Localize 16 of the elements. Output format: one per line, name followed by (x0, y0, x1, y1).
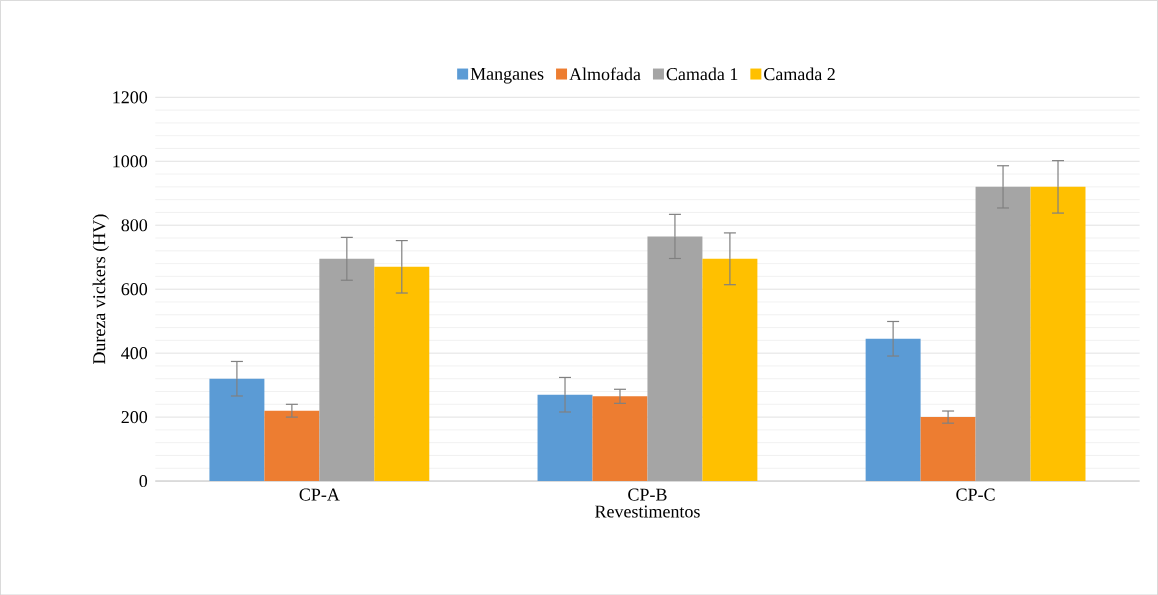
legend-label: Camada 1 (666, 67, 738, 81)
y-tick-label: 0 (139, 474, 148, 487)
y-tick-label: 200 (121, 410, 148, 423)
y-tick-label: 1000 (113, 155, 148, 168)
legend-label: Camada 2 (764, 67, 835, 81)
legend-label: Almofada (569, 67, 641, 81)
y-tick-label: 800 (121, 218, 148, 232)
y-axis-title: Dureza vickers (HV) (92, 214, 109, 364)
y-tick-label: 400 (121, 346, 148, 360)
x-tick-label: CP-A (299, 488, 340, 501)
y-tick-label: 600 (121, 282, 148, 296)
y-tick-label: 1200 (113, 91, 148, 104)
x-tick-label: CP-C (956, 488, 995, 501)
x-tick-label: CP-B (628, 488, 667, 501)
legend-label: Manganes (470, 67, 544, 84)
x-axis-title: Revestimentos (595, 505, 700, 518)
